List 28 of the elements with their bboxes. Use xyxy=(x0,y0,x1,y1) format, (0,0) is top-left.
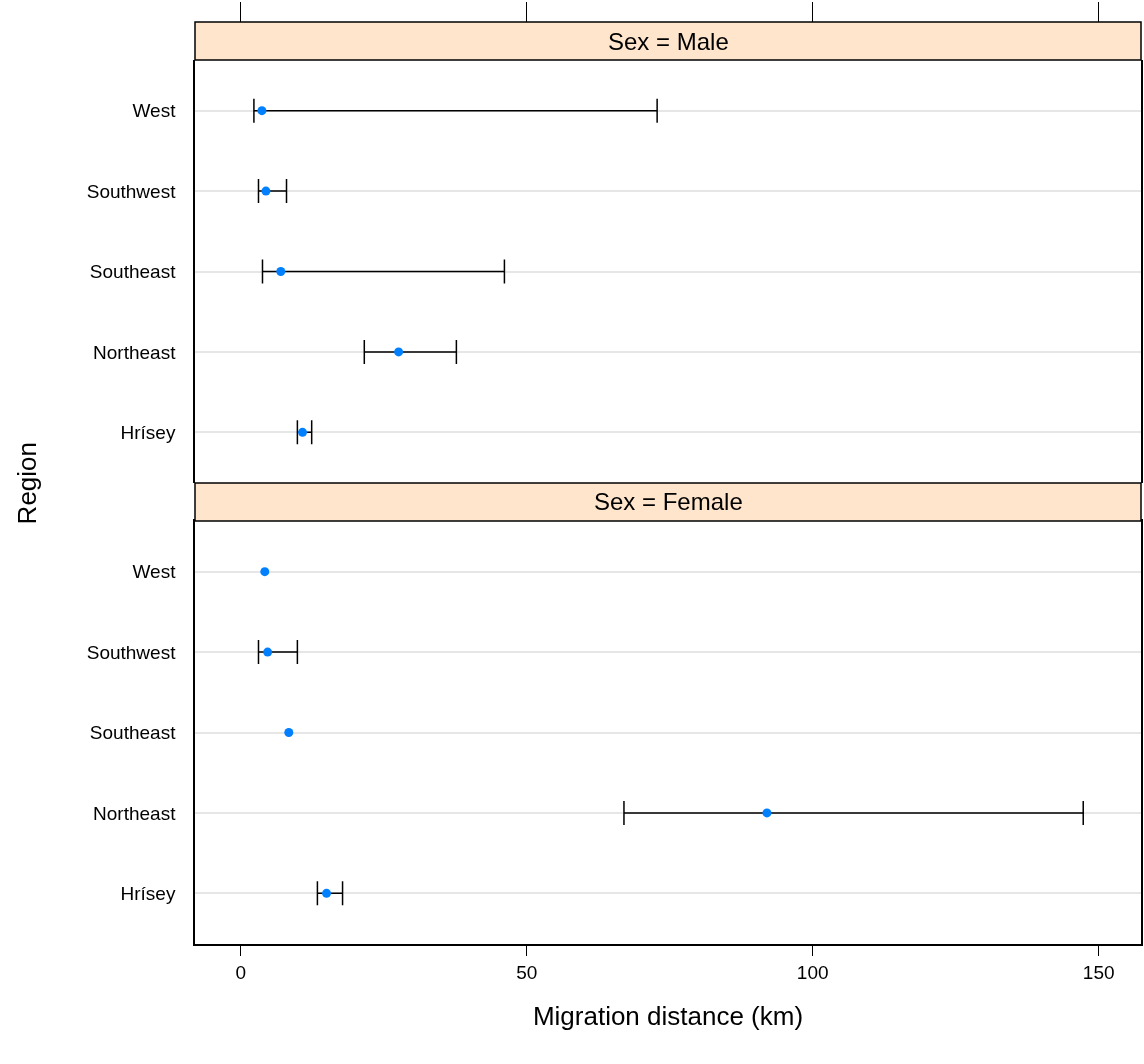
x-tick-label: 100 xyxy=(796,961,829,983)
point xyxy=(394,347,404,357)
y-tick-label: West xyxy=(132,561,177,583)
chart-title: Sex = Female xyxy=(594,488,743,515)
x-tick-label: 50 xyxy=(516,961,538,983)
point xyxy=(260,567,270,577)
y-tick-label: Southeast xyxy=(89,722,177,744)
point xyxy=(284,728,294,737)
y-tick-label: West xyxy=(132,100,177,122)
point xyxy=(257,106,267,116)
y-tick-label: Northeast xyxy=(93,341,177,363)
chart-title: Sex = Male xyxy=(608,28,729,55)
point xyxy=(762,808,772,818)
point xyxy=(298,427,308,437)
y-axis-title: Region xyxy=(12,441,43,525)
y-tick-label: Southwest xyxy=(86,641,177,663)
y-tick-label: Hrísey xyxy=(120,421,176,443)
point xyxy=(322,888,332,898)
point xyxy=(261,186,271,196)
point xyxy=(276,267,286,276)
x-axis-title: Migration distance (km) xyxy=(532,1000,804,1031)
y-tick-label: Southwest xyxy=(86,180,177,202)
x-tick-label: 0 xyxy=(235,961,247,983)
x-tick-label: 150 xyxy=(1082,961,1115,983)
y-tick-label: Hrísey xyxy=(120,882,176,904)
y-tick-label: Southeast xyxy=(89,261,177,283)
y-tick-label: Northeast xyxy=(93,802,177,824)
point xyxy=(263,647,273,657)
